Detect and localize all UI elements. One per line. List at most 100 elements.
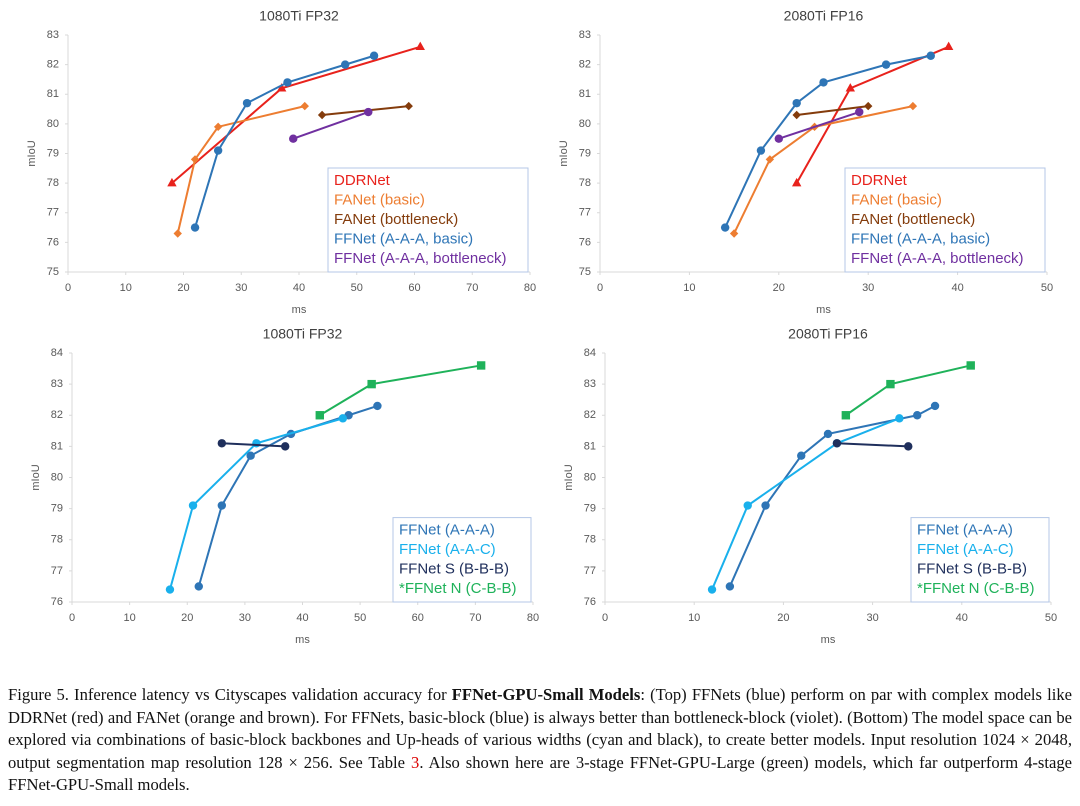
x-tick-label: 10 bbox=[683, 282, 695, 294]
x-tick-label: 0 bbox=[65, 282, 71, 294]
x-tick-label: 0 bbox=[597, 282, 603, 294]
point bbox=[289, 134, 298, 143]
x-tick-label: 0 bbox=[69, 612, 75, 624]
x-axis-label: ms bbox=[821, 634, 836, 646]
point bbox=[819, 78, 828, 87]
point bbox=[281, 442, 290, 451]
point bbox=[364, 107, 373, 117]
legend-label: DDRNet bbox=[334, 172, 391, 189]
x-tick-label: 40 bbox=[296, 612, 308, 624]
point bbox=[276, 83, 287, 92]
x-tick-label: 30 bbox=[862, 282, 874, 294]
point bbox=[367, 379, 376, 389]
series-line bbox=[778, 111, 860, 140]
point bbox=[415, 41, 425, 51]
y-tick-label: 78 bbox=[579, 177, 591, 189]
point bbox=[832, 439, 842, 448]
caption-text: . Also shown here are 3-stage FFNet-GPU-… bbox=[8, 752, 1073, 795]
point bbox=[300, 101, 309, 111]
caption-text: : (Top) FFNets (blue) perform on par wit… bbox=[8, 685, 1073, 772]
legend-label: FANet (basic) bbox=[334, 191, 425, 208]
point bbox=[855, 107, 864, 117]
x-tick-label: 40 bbox=[956, 612, 968, 624]
legend-label: *FFNet N (C-B-B) bbox=[399, 580, 517, 597]
point bbox=[165, 585, 175, 594]
point bbox=[743, 501, 752, 510]
point bbox=[213, 146, 223, 155]
x-tick-label: 80 bbox=[524, 282, 536, 294]
point bbox=[213, 122, 223, 132]
point bbox=[252, 439, 261, 448]
series-line bbox=[171, 45, 421, 184]
x-tick-label: 10 bbox=[120, 282, 132, 294]
x-tick-label: 70 bbox=[466, 282, 478, 294]
y-axis-label: mIoU bbox=[558, 140, 570, 166]
x-tick-label: 0 bbox=[602, 612, 608, 624]
y-tick-label: 77 bbox=[584, 565, 596, 577]
series-line bbox=[724, 54, 931, 228]
x-tick-label: 80 bbox=[527, 612, 539, 624]
legend-label: FFNet S (B-B-B) bbox=[917, 561, 1027, 578]
legend-label: FFNet (A-A-A, basic) bbox=[334, 231, 473, 248]
point bbox=[904, 442, 913, 451]
point bbox=[792, 110, 801, 120]
y-tick-label: 82 bbox=[579, 59, 591, 71]
series-line bbox=[845, 364, 971, 417]
legend-label: FFNet (A-A-A, basic) bbox=[851, 231, 990, 248]
legend-label: FFNet (A-A-C) bbox=[399, 541, 496, 558]
legend-label: FFNet (A-A-A, bottleneck) bbox=[851, 250, 1024, 267]
point bbox=[926, 51, 935, 60]
y-tick-label: 80 bbox=[51, 471, 63, 483]
point bbox=[845, 83, 856, 92]
x-tick-label: 50 bbox=[1041, 282, 1053, 294]
legend-label: *FFNet N (C-B-B) bbox=[917, 580, 1035, 597]
y-tick-label: 75 bbox=[47, 266, 59, 278]
point bbox=[797, 451, 806, 460]
point bbox=[930, 401, 940, 411]
y-tick-label: 77 bbox=[579, 207, 591, 219]
x-axis-label: ms bbox=[292, 304, 307, 316]
point bbox=[774, 134, 783, 143]
chart-title: 2080Ti FP16 bbox=[784, 8, 864, 24]
point bbox=[791, 177, 802, 187]
y-tick-label: 83 bbox=[584, 378, 596, 390]
y-tick-label: 82 bbox=[51, 409, 63, 421]
point bbox=[167, 177, 177, 187]
point bbox=[864, 101, 873, 111]
y-tick-label: 77 bbox=[47, 207, 59, 219]
point bbox=[315, 411, 324, 420]
y-tick-label: 80 bbox=[47, 118, 59, 130]
x-tick-label: 30 bbox=[866, 612, 878, 624]
caption-bold: FFNet-GPU-Small Models bbox=[451, 685, 641, 704]
legend-label: FFNet (A-A-C) bbox=[917, 541, 1014, 558]
y-tick-label: 76 bbox=[579, 236, 591, 248]
y-tick-label: 79 bbox=[51, 503, 63, 515]
series-line bbox=[221, 442, 286, 448]
legend-label: FANet (bottleneck) bbox=[851, 211, 975, 228]
legend-box bbox=[844, 167, 1046, 273]
y-tick-label: 80 bbox=[584, 471, 596, 483]
y-tick-label: 77 bbox=[51, 565, 63, 577]
y-tick-label: 83 bbox=[47, 29, 59, 41]
point bbox=[373, 401, 382, 411]
legend-label: FFNet S (B-B-B) bbox=[399, 561, 509, 578]
point bbox=[765, 155, 775, 164]
point bbox=[404, 101, 413, 111]
series-line bbox=[836, 442, 909, 448]
chart-title: 2080Ti FP16 bbox=[788, 326, 868, 342]
y-tick-label: 79 bbox=[47, 147, 59, 159]
point bbox=[242, 98, 252, 108]
legend-label: FFNet (A-A-A) bbox=[399, 521, 495, 538]
y-axis-label: mIoU bbox=[26, 140, 38, 166]
point bbox=[886, 379, 895, 389]
table-ref[interactable]: 3 bbox=[411, 752, 420, 772]
series-line bbox=[168, 417, 344, 590]
point bbox=[217, 439, 227, 448]
legend-label: DDRNet bbox=[851, 172, 908, 189]
x-tick-label: 20 bbox=[181, 612, 193, 624]
series-line bbox=[194, 54, 375, 228]
x-tick-label: 50 bbox=[1045, 612, 1057, 624]
point bbox=[217, 501, 227, 510]
y-tick-label: 80 bbox=[579, 118, 591, 130]
y-tick-label: 83 bbox=[579, 29, 591, 41]
